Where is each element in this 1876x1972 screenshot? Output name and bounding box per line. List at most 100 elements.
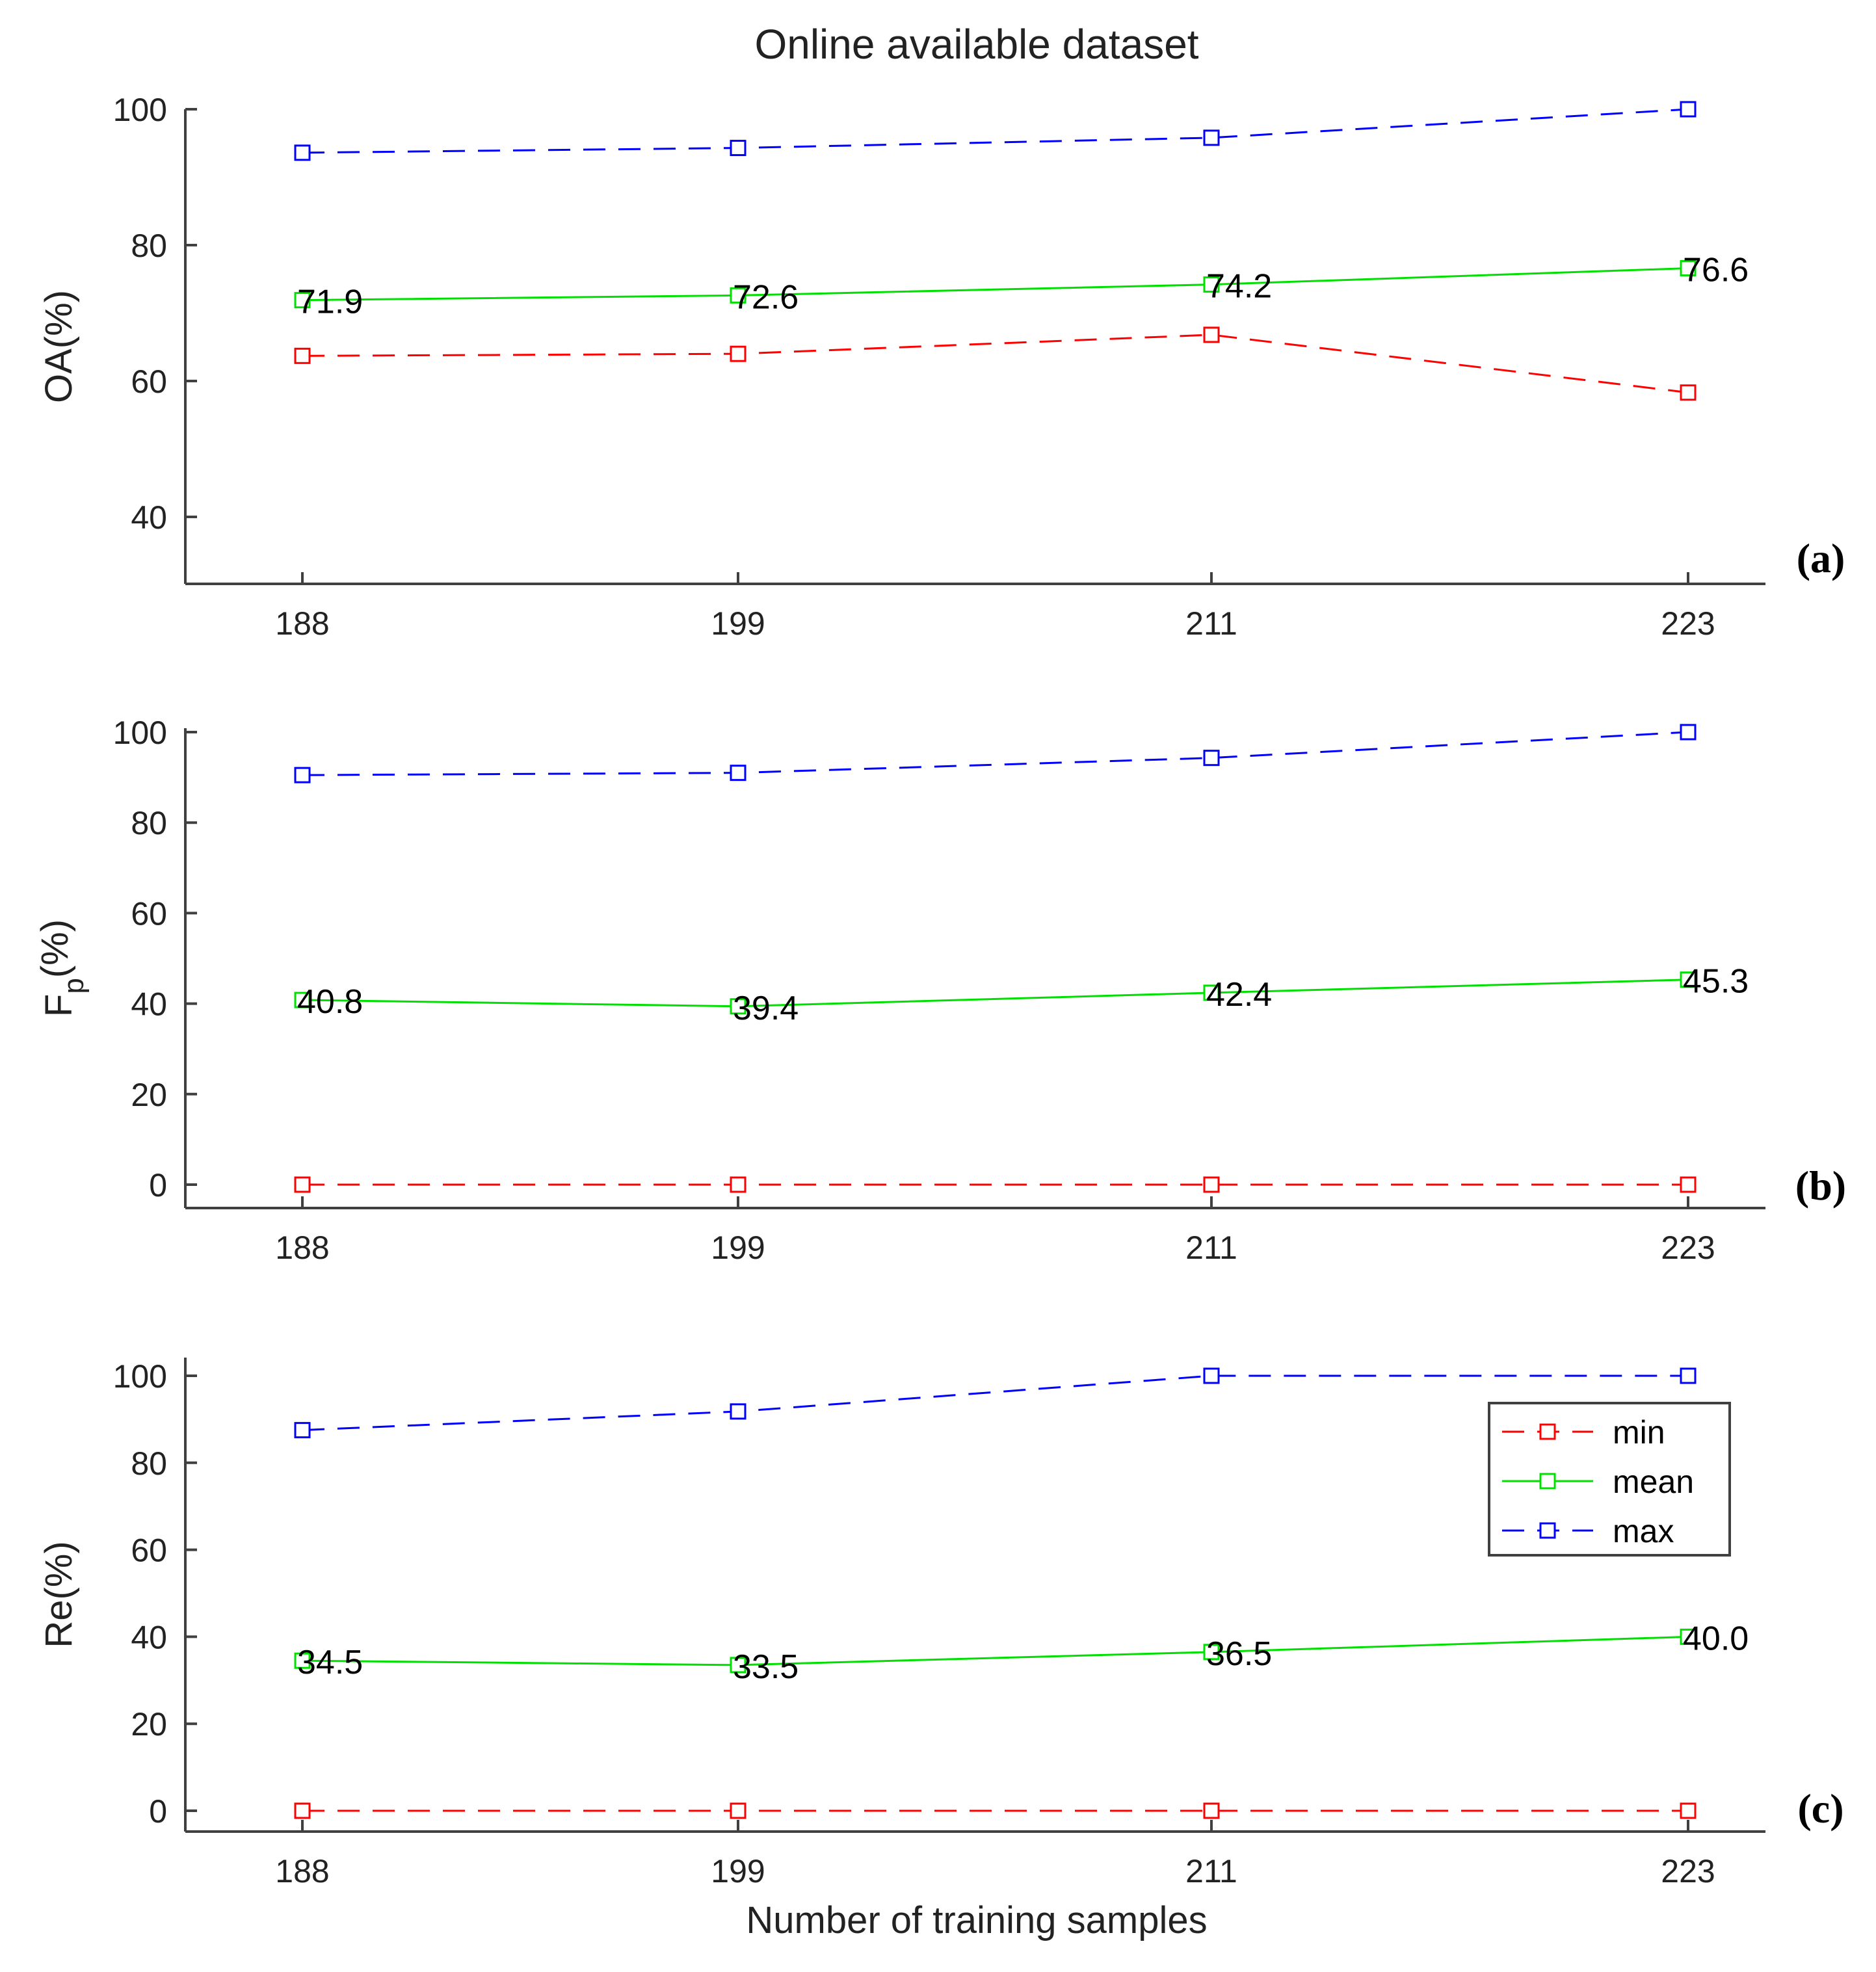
y-tick-label: 40 — [131, 1619, 167, 1655]
data-point-min — [1203, 1176, 1220, 1193]
panel-b: 0 20 40 60 80 100 188 199 211 223 Fp(%) (b) 40.8 39.4… — [34, 715, 1846, 1266]
y-axis-title: Fp(%) — [34, 919, 90, 1017]
x-tick-label: 199 — [711, 1229, 765, 1266]
data-point-mean — [1680, 971, 1697, 988]
y-tick-label: 40 — [131, 986, 167, 1023]
data-point-min — [1203, 326, 1220, 343]
legend-marker — [1539, 1473, 1556, 1490]
x-tick-label: 188 — [275, 605, 329, 642]
x-tick-label: 199 — [711, 1853, 765, 1889]
data-point-mean — [1203, 1644, 1220, 1661]
figure-title: Online available dataset — [754, 21, 1198, 68]
data-label: 33.5 — [733, 1648, 799, 1686]
y-tick-label: 80 — [131, 1445, 167, 1482]
y-tick-label: 60 — [131, 1532, 167, 1569]
y-axis-title-suffix: (%) — [34, 919, 76, 978]
panel-sub-label: (b) — [1795, 1163, 1846, 1209]
legend-entry-mean: mean — [1502, 1464, 1694, 1500]
series-max — [294, 724, 1697, 783]
series-line-mean — [302, 979, 1689, 1008]
data-point-mean — [730, 1657, 746, 1674]
data-point-min — [1680, 1176, 1697, 1193]
data-label: 74.2 — [1206, 268, 1272, 306]
data-point-mean — [294, 992, 311, 1008]
data-point-max — [294, 1422, 311, 1439]
panel-c: 0 20 40 60 80 100 188 199 211 223 Re(%) (c) 34.5 33.5… — [38, 1358, 1844, 1889]
data-point-mean — [294, 1652, 311, 1669]
data-point-min — [294, 1802, 311, 1819]
x-tick-label: 223 — [1661, 1853, 1715, 1889]
y-tick-label: 0 — [149, 1167, 167, 1203]
series-mean: 40.8 39.4 42.4 45.3 — [294, 963, 1749, 1027]
series-mean: 71.9 72.6 74.2 76.6 — [294, 252, 1749, 321]
series-line-max — [302, 108, 1689, 154]
panel-a: 40 60 80 100 188 199 211 223 OA(%) (a) 71.9 72.6 74.… — [38, 92, 1845, 642]
y-axis-title: OA(%) — [38, 290, 80, 403]
data-point-max — [1203, 1367, 1220, 1384]
legend-entry-min: min — [1502, 1414, 1665, 1451]
data-point-max — [1203, 750, 1220, 767]
data-point-max — [294, 767, 311, 783]
data-label: 34.5 — [297, 1644, 363, 1681]
x-tick-label: 188 — [275, 1229, 329, 1266]
data-point-min — [730, 345, 746, 362]
data-point-min — [1680, 1802, 1697, 1819]
panel-sub-label: (c) — [1797, 1785, 1843, 1832]
y-tick-label: 40 — [131, 499, 167, 536]
x-tick-label: 188 — [275, 1853, 329, 1889]
y-tick-label: 80 — [131, 228, 167, 264]
data-point-max — [1680, 1367, 1697, 1384]
series-line-mean — [302, 267, 1689, 302]
data-point-min — [730, 1802, 746, 1819]
data-point-mean — [1680, 1628, 1697, 1645]
data-point-min — [1680, 384, 1697, 401]
series-min — [294, 326, 1697, 401]
legend-marker — [1539, 1423, 1556, 1440]
data-point-mean — [1680, 260, 1697, 277]
series-line-min — [302, 334, 1689, 394]
data-point-max — [730, 765, 746, 782]
data-point-mean — [1203, 276, 1220, 293]
y-tick-label: 20 — [131, 1706, 167, 1742]
data-point-mean — [730, 287, 746, 304]
data-point-min — [294, 1176, 311, 1193]
y-tick-label: 100 — [113, 92, 167, 128]
data-label: 40.8 — [297, 983, 363, 1021]
legend-label: mean — [1613, 1464, 1694, 1500]
x-tick-label: 223 — [1661, 605, 1715, 642]
data-point-mean — [294, 292, 311, 309]
series-min — [294, 1176, 1697, 1193]
data-point-min — [294, 347, 311, 364]
data-label: 72.6 — [733, 278, 799, 316]
legend: min mean max — [1488, 1402, 1731, 1557]
y-tick-label: 20 — [131, 1077, 167, 1113]
x-tick-label: 199 — [711, 605, 765, 642]
series-max — [294, 1367, 1697, 1439]
y-tick-label: 60 — [131, 363, 167, 400]
y-tick-label: 60 — [131, 895, 167, 932]
x-tick-label: 211 — [1185, 605, 1237, 642]
data-point-mean — [1203, 984, 1220, 1001]
data-label: 42.4 — [1206, 976, 1272, 1014]
x-tick-label: 211 — [1185, 1229, 1237, 1266]
data-point-max — [730, 140, 746, 157]
legend-label: min — [1613, 1414, 1665, 1451]
data-label: 40.0 — [1683, 1620, 1749, 1657]
y-tick-label: 100 — [113, 1358, 167, 1395]
panels: 40 60 80 100 188 199 211 223 OA(%) (a) 71.9 72.6 74.… — [34, 92, 1846, 1889]
series-min — [294, 1802, 1697, 1819]
x-tick-label: 211 — [1185, 1853, 1237, 1889]
data-point-max — [730, 1403, 746, 1420]
y-axis-title: Re(%) — [38, 1541, 80, 1648]
data-label: 36.5 — [1206, 1635, 1272, 1673]
legend-entry-max: max — [1502, 1513, 1674, 1549]
x-tick-label: 223 — [1661, 1229, 1715, 1266]
data-point-mean — [730, 998, 746, 1015]
data-label: 39.4 — [733, 990, 799, 1027]
y-tick-label: 100 — [113, 715, 167, 751]
panel-sub-label: (a) — [1797, 535, 1845, 581]
y-axis-title-subscript: p — [58, 978, 90, 993]
series-line-mean — [302, 1635, 1689, 1666]
x-axis-title: Number of training samples — [746, 1899, 1207, 1941]
